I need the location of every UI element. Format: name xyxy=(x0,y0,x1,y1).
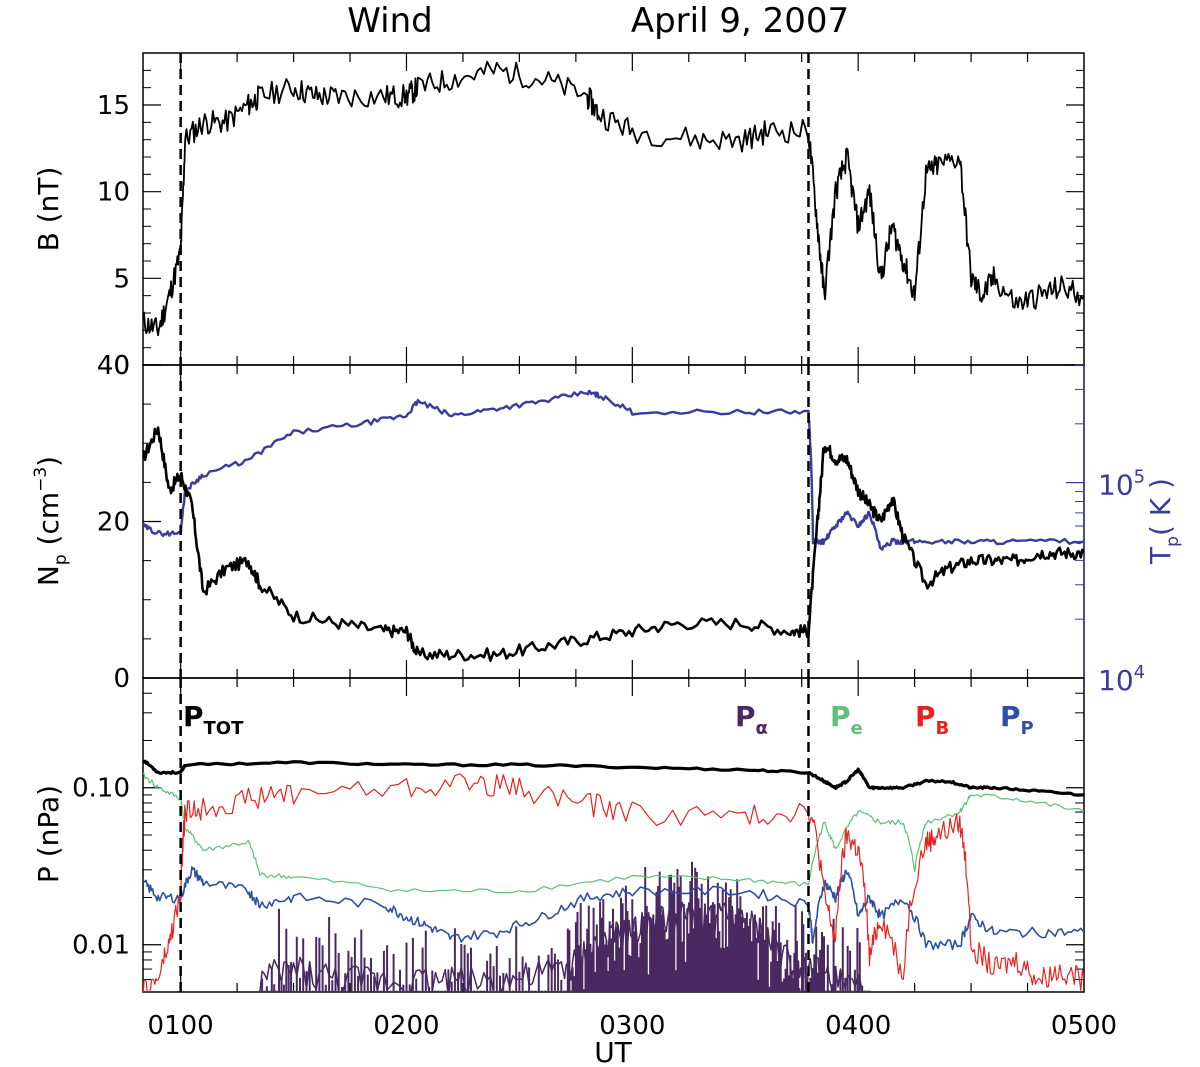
p-p-line xyxy=(143,866,1084,951)
legend-item-sub-3: B xyxy=(936,718,950,739)
p-tot-line xyxy=(143,759,1084,797)
b-field-line xyxy=(143,60,1084,337)
title-spacecraft: Wind xyxy=(347,1,432,41)
np-label-sub: p xyxy=(51,554,71,565)
p-alpha-line xyxy=(259,901,870,992)
y-tick-label-np-0: 0 xyxy=(113,664,130,694)
legend-item-4: PP xyxy=(1000,700,1034,739)
y-tick-label-b-0: 0 xyxy=(113,351,130,381)
tp-label-sub: p xyxy=(1163,536,1183,547)
legend-item-sub-4: P xyxy=(1021,718,1034,739)
panel-1-event-lines xyxy=(179,53,810,365)
y-tick-label-tp-0: 104 xyxy=(1098,662,1145,697)
panel-1-frame xyxy=(142,52,1085,366)
legend-item-0: PTOT xyxy=(183,700,244,739)
legend-item-sub-1: α xyxy=(756,718,768,739)
p-b-line xyxy=(143,773,1084,992)
panel-2-event-lines xyxy=(179,365,810,678)
y-tick-label-p-0: 0.01 xyxy=(72,931,130,961)
np-label-sup: −3 xyxy=(31,467,51,492)
panel-magnetic-field: 0 5 10 15 B (nT) xyxy=(32,52,1085,381)
y-tick-label-tp-exp-0: 4 xyxy=(1134,662,1145,683)
np-label-close: ) xyxy=(32,456,65,467)
x-tick-label-0: 0100 xyxy=(148,1011,214,1041)
panel-3-ticks: 0.01 0.10 0100 0200 0300 0400 0500 xyxy=(72,678,1117,1041)
legend-item-3: PB xyxy=(915,700,949,739)
p-e-line xyxy=(143,772,1084,894)
temperature-line xyxy=(143,389,1084,551)
tp-label-T: T xyxy=(1144,546,1177,565)
y-tick-label-b-1: 5 xyxy=(113,264,130,294)
panel-3-ylabel: P (nPa) xyxy=(32,785,65,883)
x-axis-label: UT xyxy=(594,1036,632,1067)
y-tick-label-p-1: 0.10 xyxy=(72,774,130,804)
np-label-N: N xyxy=(32,565,65,586)
panel-3-series xyxy=(143,759,1084,992)
y-tick-label-b-2: 10 xyxy=(97,178,130,208)
y-tick-label-tp-1: 105 xyxy=(1098,467,1145,502)
tp-label-unit: ( K ) xyxy=(1144,478,1177,536)
x-tick-label-3: 0400 xyxy=(825,1011,891,1041)
y-tick-label-np-1: 20 xyxy=(97,508,130,538)
y-tick-label-np-2: 40 xyxy=(97,351,130,381)
panel-3-event-lines xyxy=(179,678,810,992)
panel-1-ylabel: B (nT) xyxy=(32,167,65,252)
panel-2-ylabel: Np (cm−3) xyxy=(31,456,71,586)
legend-item-1: Pα xyxy=(735,700,768,739)
panel-1-series xyxy=(143,60,1084,337)
panel-2-series xyxy=(143,389,1084,663)
density-line xyxy=(143,426,1084,663)
panel-1-ticks: 0 5 10 15 xyxy=(97,53,1084,381)
legend-item-sub-2: e xyxy=(851,718,863,739)
legend-item-2: Pe xyxy=(830,700,863,739)
pressure-legend: PTOT Pα Pe PB PP xyxy=(183,700,1034,739)
legend-item-sub-0: TOT xyxy=(204,718,245,739)
x-tick-label-4: 0500 xyxy=(1051,1011,1117,1041)
title-date: April 9, 2007 xyxy=(631,1,849,41)
x-tick-label-2: 0300 xyxy=(599,1011,665,1041)
np-label-unit: (cm xyxy=(32,492,65,555)
panel-2-ylabel-right: Tp( K ) xyxy=(1144,478,1183,565)
x-tick-label-1: 0200 xyxy=(373,1011,439,1041)
y-tick-label-b-3: 15 xyxy=(97,91,130,121)
y-tick-label-tp-exp-1: 5 xyxy=(1134,467,1145,488)
